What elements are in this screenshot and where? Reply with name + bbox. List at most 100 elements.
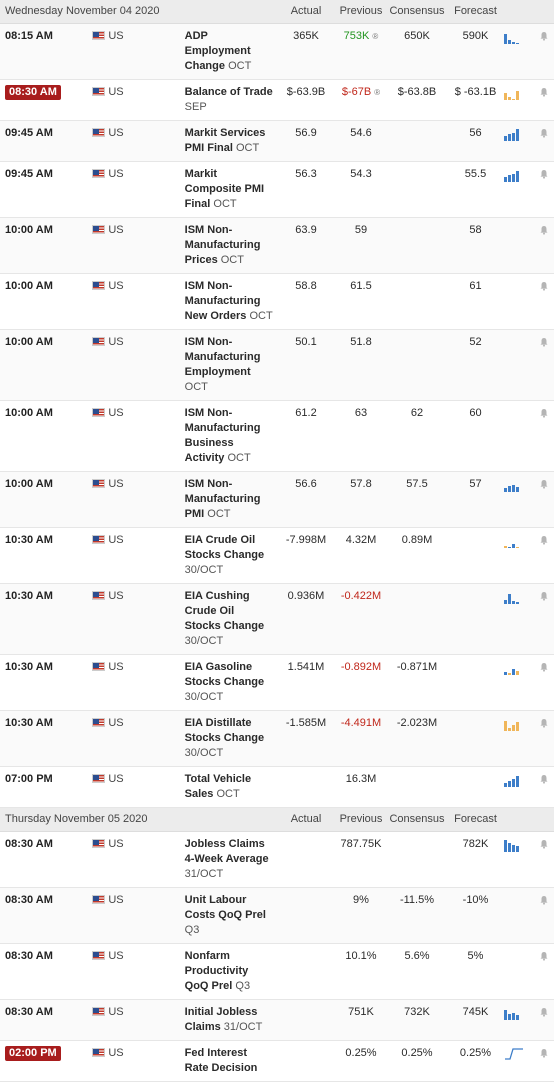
event-cell[interactable]: Nonfarm Productivity QoQ Prel Q3 [184,943,277,1000]
event-row[interactable]: 08:30 AM US Unit Labour Costs QoQ Prel Q3 9… [0,887,554,944]
event-name-link[interactable]: Markit Services PMI Final [184,127,266,154]
event-name-link[interactable]: Balance of Trade [184,86,273,98]
event-name-link[interactable]: ISM Non-Manufacturing Employment [184,336,261,378]
bell-icon[interactable] [539,951,549,961]
event-cell[interactable]: Initial Jobless Claims 31/OCT [184,999,277,1041]
event-name-link[interactable]: EIA Distillate Stocks Change [184,717,265,744]
event-name-link[interactable]: EIA Gasoline Stocks Change [184,661,265,688]
event-name-link[interactable]: ISM Non-Manufacturing Business Activity [184,407,261,464]
bell-icon[interactable] [539,662,549,672]
event-cell[interactable]: ISM Non-Manufacturing New Orders OCT [184,273,277,330]
event-cell[interactable]: EIA Gasoline Stocks Change 30/OCT [184,654,277,711]
sparkline-cell[interactable] [504,329,534,401]
event-name-link[interactable]: Jobless Claims 4-Week Average [184,838,269,865]
sparkline-cell[interactable] [504,1040,534,1082]
event-name-link[interactable]: EIA Cushing Crude Oil Stocks Change [184,590,265,632]
sparkline-cell[interactable] [504,23,534,80]
sparkline-chart[interactable] [504,478,534,492]
bell-icon[interactable] [539,479,549,489]
sparkline-cell[interactable] [504,161,534,218]
event-name-link[interactable]: ISM Non-Manufacturing New Orders [184,280,261,322]
event-name-link[interactable]: ADP Employment Change [184,30,251,72]
event-row[interactable]: 10:30 AM US EIA Crude Oil Stocks Change 30… [0,527,554,584]
sparkline-chart[interactable] [504,534,534,548]
sparkline-chart[interactable] [504,773,534,787]
event-cell[interactable]: EIA Cushing Crude Oil Stocks Change 30/O… [184,583,277,655]
sparkline-cell[interactable] [504,79,534,121]
bell-icon[interactable] [539,774,549,784]
sparkline-cell[interactable] [504,400,534,472]
sparkline-cell[interactable] [504,766,534,808]
sparkline-chart[interactable] [504,30,534,44]
bell-icon[interactable] [539,87,549,97]
sparkline-cell[interactable] [504,217,534,274]
event-name-link[interactable]: Markit Composite PMI Final [184,168,265,210]
bell-icon[interactable] [539,337,549,347]
event-row[interactable]: 08:30 AM US Initial Jobless Claims 31/OCT 7… [0,999,554,1041]
event-cell[interactable]: Jobless Claims 4-Week Average 31/OCT [184,831,277,888]
bell-icon[interactable] [539,895,549,905]
event-name-link[interactable]: Unit Labour Costs QoQ Prel [184,894,266,921]
bell-icon[interactable] [539,169,549,179]
event-cell[interactable]: ISM Non-Manufacturing Business Activity … [184,400,277,472]
event-cell[interactable]: ADP Employment Change OCT [184,23,277,80]
bell-icon[interactable] [539,535,549,545]
bell-icon[interactable] [539,1048,549,1058]
sparkline-chart[interactable] [504,838,534,852]
event-row[interactable]: 08:30 AM US Balance of Trade SEP $-63.9B $-6… [0,79,554,121]
bell-icon[interactable] [539,31,549,41]
event-cell[interactable]: ISM Non-Manufacturing PMI OCT [184,471,277,528]
event-cell[interactable]: ISM Non-Manufacturing Prices OCT [184,217,277,274]
sparkline-chart[interactable] [504,127,534,141]
event-row[interactable]: 10:00 AM US ISM Non-Manufacturing Business… [0,400,554,472]
bell-icon[interactable] [539,408,549,418]
event-cell[interactable]: EIA Distillate Stocks Change 30/OCT [184,710,277,767]
sparkline-cell[interactable] [504,710,534,767]
sparkline-cell[interactable] [504,654,534,711]
sparkline-chart[interactable] [504,1006,534,1020]
sparkline-cell[interactable] [504,887,534,944]
sparkline-cell[interactable] [504,273,534,330]
sparkline-cell[interactable] [504,943,534,1000]
sparkline-cell[interactable] [504,120,534,162]
event-cell[interactable]: Balance of Trade SEP [184,79,277,121]
sparkline-cell[interactable] [504,831,534,888]
sparkline-cell[interactable] [504,527,534,584]
event-row[interactable]: 08:30 AM US Jobless Claims 4-Week Average … [0,831,554,888]
bell-icon[interactable] [539,718,549,728]
bell-icon[interactable] [539,839,549,849]
sparkline-cell[interactable] [504,471,534,528]
event-row[interactable]: 08:15 AM US ADP Employment Change OCT 365K 7… [0,23,554,80]
event-row[interactable]: 09:45 AM US Markit Composite PMI Final OCT… [0,161,554,218]
event-row[interactable]: 09:45 AM US Markit Services PMI Final OCT 5… [0,120,554,162]
event-cell[interactable]: EIA Crude Oil Stocks Change 30/OCT [184,527,277,584]
event-cell[interactable]: Fed Interest Rate Decision [184,1040,277,1082]
sparkline-chart[interactable] [504,590,534,604]
event-row[interactable]: 02:00 PM US Fed Interest Rate Decision 0.25… [0,1040,554,1082]
event-name-link[interactable]: ISM Non-Manufacturing Prices [184,224,261,266]
sparkline-cell[interactable] [504,583,534,655]
event-row[interactable]: 08:30 AM US Nonfarm Productivity QoQ Prel … [0,943,554,1000]
sparkline-chart[interactable] [504,717,534,731]
event-name-link[interactable]: EIA Crude Oil Stocks Change [184,534,265,561]
event-cell[interactable]: Total Vehicle Sales OCT [184,766,277,808]
event-row[interactable]: 10:00 AM US ISM Non-Manufacturing PMI OCT 5… [0,471,554,528]
event-row[interactable]: 10:00 AM US ISM Non-Manufacturing Prices O… [0,217,554,274]
bell-icon[interactable] [539,225,549,235]
event-row[interactable]: 10:30 AM US EIA Gasoline Stocks Change 30/… [0,654,554,711]
sparkline-chart[interactable] [504,1046,534,1065]
bell-icon[interactable] [539,128,549,138]
sparkline-chart[interactable] [504,86,534,100]
event-name-link[interactable]: Fed Interest Rate Decision [184,1047,258,1074]
event-cell[interactable]: Markit Services PMI Final OCT [184,120,277,162]
event-row[interactable]: 10:30 AM US EIA Distillate Stocks Change 3… [0,710,554,767]
event-cell[interactable]: Unit Labour Costs QoQ Prel Q3 [184,887,277,944]
event-row[interactable]: 10:00 AM US ISM Non-Manufacturing New Orde… [0,273,554,330]
event-cell[interactable]: ISM Non-Manufacturing Employment OCT [184,329,277,401]
event-row[interactable]: 10:00 AM US ISM Non-Manufacturing Employme… [0,329,554,401]
sparkline-cell[interactable] [504,999,534,1041]
event-cell[interactable]: Markit Composite PMI Final OCT [184,161,277,218]
event-row[interactable]: 07:00 PM US Total Vehicle Sales OCT 16.3M [0,766,554,808]
bell-icon[interactable] [539,281,549,291]
bell-icon[interactable] [539,1007,549,1017]
